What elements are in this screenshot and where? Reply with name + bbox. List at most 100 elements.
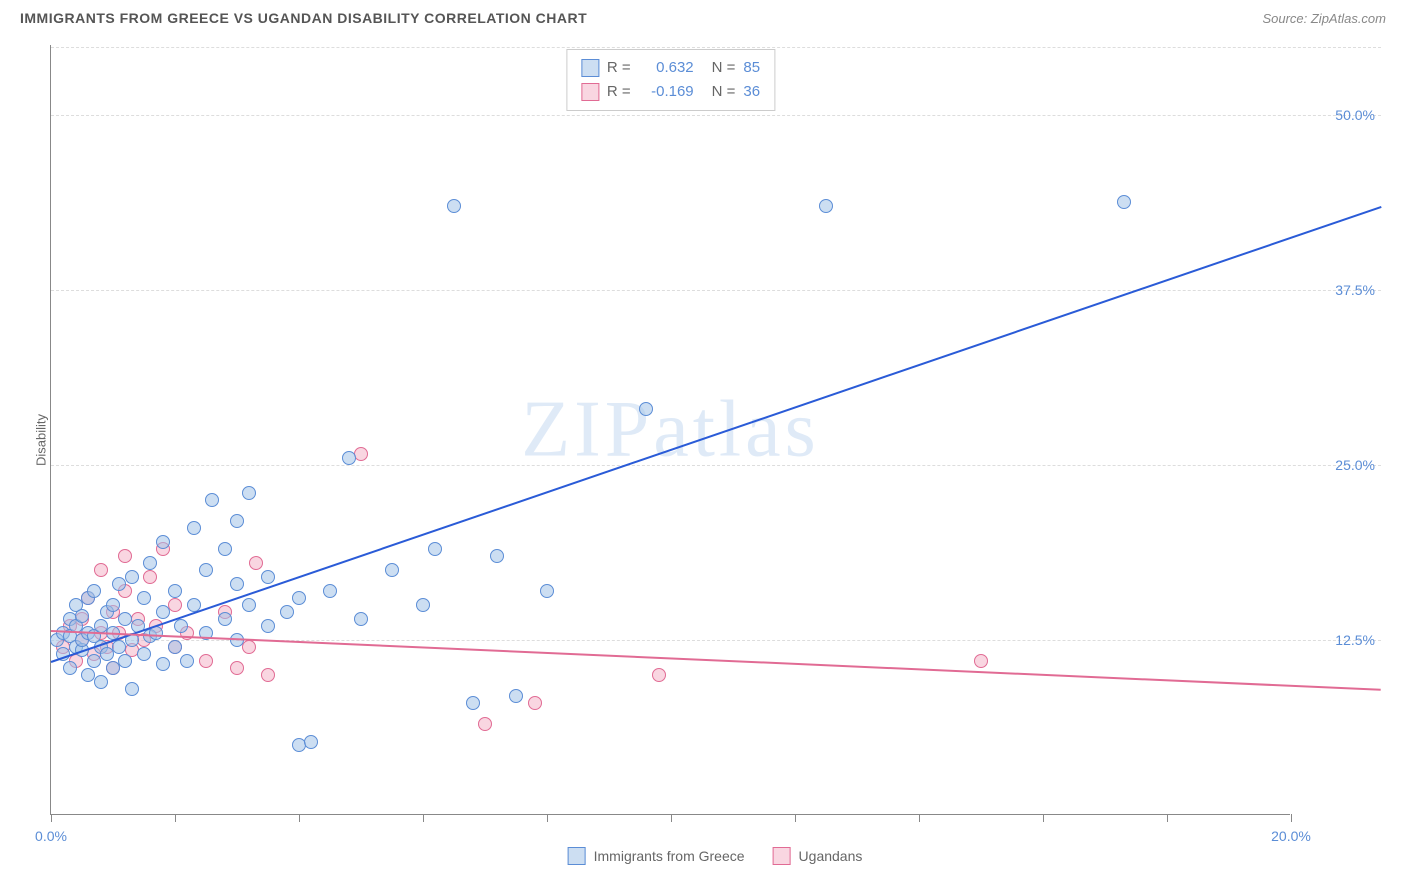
x-tick [299, 814, 300, 822]
y-tick-label: 37.5% [1300, 282, 1375, 298]
data-point [385, 563, 399, 577]
x-tick [547, 814, 548, 822]
data-point [1117, 195, 1131, 209]
data-point [199, 563, 213, 577]
data-point [342, 451, 356, 465]
data-point [218, 612, 232, 626]
data-point [416, 598, 430, 612]
source-attribution: Source: ZipAtlas.com [1262, 11, 1386, 26]
data-point [174, 619, 188, 633]
n-label: N = [712, 80, 736, 104]
gridline-horizontal [51, 290, 1381, 291]
data-point [168, 598, 182, 612]
data-point [230, 514, 244, 528]
x-tick [1043, 814, 1044, 822]
legend-row-uganda: R = -0.169 N = 36 [581, 80, 760, 104]
data-point [137, 591, 151, 605]
data-point [230, 661, 244, 675]
y-tick-label: 12.5% [1300, 632, 1375, 648]
data-point [187, 521, 201, 535]
legend-swatch-pink [773, 847, 791, 865]
data-point [118, 654, 132, 668]
legend-swatch-blue [581, 59, 599, 77]
data-point [261, 570, 275, 584]
data-point [974, 654, 988, 668]
r-label: R = [607, 80, 631, 104]
trend-line [51, 206, 1382, 663]
legend-item-uganda: Ugandans [773, 847, 863, 865]
x-tick [175, 814, 176, 822]
legend-row-greece: R = 0.632 N = 85 [581, 56, 760, 80]
data-point [242, 598, 256, 612]
data-point [540, 584, 554, 598]
data-point [143, 556, 157, 570]
data-point [230, 577, 244, 591]
x-tick [1291, 814, 1292, 822]
legend-swatch-blue [568, 847, 586, 865]
y-tick-label: 50.0% [1300, 107, 1375, 123]
legend-swatch-pink [581, 83, 599, 101]
data-point [354, 447, 368, 461]
data-point [639, 402, 653, 416]
chart-header: IMMIGRANTS FROM GREECE VS UGANDAN DISABI… [0, 0, 1406, 31]
data-point [509, 689, 523, 703]
data-point [168, 640, 182, 654]
data-point [137, 647, 151, 661]
legend-label-greece: Immigrants from Greece [594, 848, 745, 864]
x-tick [919, 814, 920, 822]
plot-area: ZIPatlas R = 0.632 N = 85 R = -0.169 N =… [50, 45, 1290, 815]
source-name: ZipAtlas.com [1311, 11, 1386, 26]
data-point [466, 696, 480, 710]
gridline-horizontal [51, 465, 1381, 466]
data-point [242, 486, 256, 500]
gridline-horizontal [51, 115, 1381, 116]
r-value-uganda: -0.169 [639, 80, 694, 104]
data-point [168, 584, 182, 598]
data-point [94, 563, 108, 577]
data-point [118, 549, 132, 563]
data-point [447, 199, 461, 213]
x-tick [423, 814, 424, 822]
r-label: R = [607, 56, 631, 80]
x-tick [51, 814, 52, 822]
x-tick [795, 814, 796, 822]
data-point [428, 542, 442, 556]
data-point [280, 605, 294, 619]
data-point [143, 570, 157, 584]
watermark-text: ZIPatlas [521, 384, 820, 475]
data-point [819, 199, 833, 213]
x-tick-label: 0.0% [35, 828, 67, 844]
data-point [652, 668, 666, 682]
data-point [218, 542, 232, 556]
n-value-greece: 85 [743, 56, 760, 80]
data-point [242, 640, 256, 654]
data-point [323, 584, 337, 598]
legend-label-uganda: Ugandans [799, 848, 863, 864]
data-point [304, 735, 318, 749]
series-legend: Immigrants from Greece Ugandans [568, 847, 863, 865]
data-point [199, 654, 213, 668]
data-point [261, 668, 275, 682]
data-point [528, 696, 542, 710]
data-point [125, 682, 139, 696]
data-point [292, 591, 306, 605]
data-point [478, 717, 492, 731]
x-tick-label: 20.0% [1271, 828, 1311, 844]
data-point [94, 675, 108, 689]
data-point [205, 493, 219, 507]
scatter-chart: Disability ZIPatlas R = 0.632 N = 85 R =… [50, 45, 1380, 835]
data-point [490, 549, 504, 563]
data-point [156, 535, 170, 549]
legend-item-greece: Immigrants from Greece [568, 847, 745, 865]
n-value-uganda: 36 [743, 80, 760, 104]
data-point [156, 657, 170, 671]
x-tick [1167, 814, 1168, 822]
data-point [125, 570, 139, 584]
data-point [261, 619, 275, 633]
correlation-legend: R = 0.632 N = 85 R = -0.169 N = 36 [566, 49, 775, 111]
r-value-greece: 0.632 [639, 56, 694, 80]
gridline-horizontal [51, 47, 1381, 48]
chart-title: IMMIGRANTS FROM GREECE VS UGANDAN DISABI… [20, 10, 587, 26]
data-point [106, 598, 120, 612]
y-axis-label: Disability [34, 414, 49, 466]
